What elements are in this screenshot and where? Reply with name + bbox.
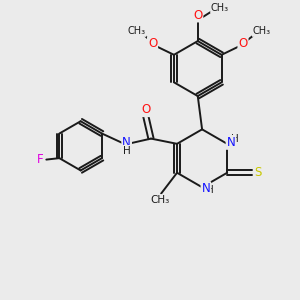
Text: H: H bbox=[206, 185, 214, 195]
Text: CH₃: CH₃ bbox=[253, 26, 271, 36]
Text: CH₃: CH₃ bbox=[150, 195, 169, 205]
Text: CH₃: CH₃ bbox=[128, 26, 146, 36]
Text: O: O bbox=[193, 8, 203, 22]
Text: N: N bbox=[226, 136, 235, 149]
Text: O: O bbox=[148, 37, 157, 50]
Text: H: H bbox=[123, 146, 130, 156]
Text: H: H bbox=[231, 134, 239, 145]
Text: F: F bbox=[37, 153, 44, 166]
Text: O: O bbox=[141, 103, 150, 116]
Text: CH₃: CH₃ bbox=[211, 3, 229, 13]
Text: N: N bbox=[202, 182, 210, 195]
Text: S: S bbox=[254, 166, 262, 179]
Text: N: N bbox=[122, 136, 131, 148]
Text: O: O bbox=[238, 37, 247, 50]
